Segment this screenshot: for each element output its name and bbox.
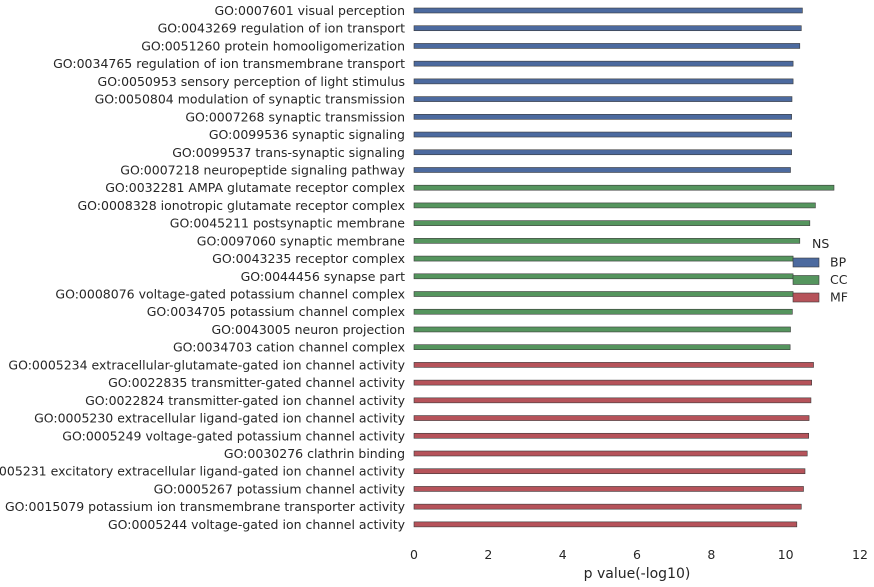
legend: NS BP CC MF	[792, 236, 848, 305]
category-label: GO:0044456 synapse part	[241, 269, 405, 284]
category-labels: GO:0007601 visual perception GO:0043269 r…	[0, 3, 406, 532]
bar-cc	[413, 220, 811, 226]
category-label: GO:0099536 synaptic signaling	[209, 127, 405, 142]
category-label: GO:0005249 voltage-gated potassium chann…	[62, 428, 405, 443]
legend-swatch-bp	[792, 257, 820, 268]
legend-swatch-mf	[792, 292, 820, 303]
bar-bp	[413, 114, 792, 120]
bar-cc	[413, 291, 794, 297]
bar-mf	[413, 432, 810, 439]
category-label: GO:0045211 postsynaptic membrane	[170, 216, 406, 231]
category-label: GO:0043005 neuron projection	[211, 322, 405, 337]
x-tick-label: 4	[559, 547, 567, 562]
bar-bp	[413, 25, 802, 32]
bar-bp	[413, 96, 793, 102]
bar-mf	[413, 486, 804, 492]
category-label: GO:0034765 regulation of ion transmembra…	[53, 56, 405, 71]
legend-label-mf: MF	[830, 290, 848, 305]
bar-bp	[413, 167, 791, 173]
legend-label-bp: BP	[830, 255, 847, 270]
legend-swatch-cc	[792, 275, 820, 285]
category-label: GO:0043269 regulation of ion transport	[158, 21, 406, 36]
bar-bp	[413, 43, 801, 49]
category-label: GO:0007268 synaptic transmission	[185, 109, 405, 124]
category-label: GO:0005267 potassium channel activity	[154, 481, 406, 496]
bars	[413, 7, 835, 528]
bar-mf	[413, 362, 814, 368]
category-label: GO:0043235 receptor complex	[212, 251, 405, 266]
category-label: GO:0050804 modulation of synaptic transm…	[95, 92, 405, 107]
category-label: GO:0022835 transmitter-gated channel act…	[108, 375, 405, 390]
category-label: GO:0032281 AMPA glutamate receptor compl…	[105, 180, 405, 195]
category-label: GO:0099537 trans-synaptic signaling	[172, 145, 405, 160]
category-label: GO:0022824 transmitter-gated ion channel…	[85, 393, 406, 408]
bar-cc	[413, 238, 801, 244]
bar-mf	[413, 397, 812, 404]
x-axis-label: p value(-log10)	[584, 566, 691, 582]
bar-bp	[413, 7, 803, 14]
category-label: GO:0008328 ionotropic glutamate receptor…	[78, 198, 406, 213]
bar-mf	[413, 450, 808, 457]
bar-mf	[413, 521, 798, 528]
bar-mf	[413, 468, 806, 475]
bar-bp	[413, 131, 792, 138]
category-label: GO:0007601 visual perception	[214, 3, 405, 18]
category-label: GO:0005230 extracellular ligand-gated io…	[34, 411, 406, 426]
category-label: GO:0097060 synaptic membrane	[197, 233, 406, 248]
bar-cc	[413, 202, 816, 209]
bar-cc	[413, 344, 791, 350]
bar-bp	[413, 60, 794, 67]
category-label: GO:0005234 extracellular-glutamate-gated…	[8, 357, 405, 372]
bar-mf	[413, 379, 812, 386]
category-label: GO:0008076 voltage-gated potassium chann…	[55, 287, 405, 302]
legend-title: NS	[812, 236, 829, 251]
category-label: GO:0034705 potassium channel complex	[147, 304, 405, 319]
category-label: GO:0007218 neuropeptide signaling pathwa…	[120, 162, 405, 177]
bar-cc	[413, 308, 793, 315]
bar-cc	[413, 255, 794, 262]
bar-mf	[413, 415, 810, 421]
x-tick-label: 12	[852, 547, 868, 562]
bar-cc	[413, 184, 835, 191]
category-label: GO:0015079 potassium ion transmembrane t…	[5, 499, 406, 514]
x-axis-ticks: 0 2 4 6 8 10 12	[410, 547, 868, 562]
x-tick-label: 6	[633, 547, 641, 562]
x-tick-label: 0	[410, 547, 418, 562]
x-tick-label: 10	[778, 547, 794, 562]
x-tick-label: 8	[707, 547, 715, 562]
category-label: GO:0005244 voltage-gated ion channel act…	[108, 517, 406, 532]
bar-cc	[413, 326, 791, 333]
bar-mf	[413, 503, 802, 510]
category-label: GO:0050953 sensory perception of light s…	[98, 74, 405, 89]
bar-bp	[413, 78, 794, 85]
category-label: GO:0005231 excitatory extracellular liga…	[0, 464, 406, 479]
bar-cc	[413, 273, 794, 280]
bar-bp	[413, 149, 792, 156]
category-label: GO:0051260 protein homooligomerization	[141, 38, 405, 53]
category-label: GO:0034703 cation channel complex	[173, 340, 405, 355]
x-tick-label: 2	[484, 547, 492, 562]
legend-label-cc: CC	[830, 272, 848, 287]
category-label: GO:0030276 clathrin binding	[224, 446, 405, 461]
